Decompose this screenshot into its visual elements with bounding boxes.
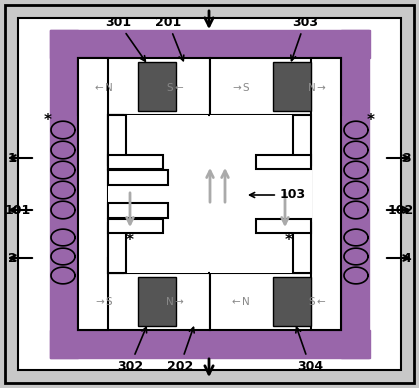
Bar	[50, 330, 370, 358]
Text: 101: 101	[5, 203, 31, 217]
Bar	[311, 58, 341, 330]
Text: S$\leftarrow$: S$\leftarrow$	[166, 81, 184, 93]
Text: $\rightarrow$S: $\rightarrow$S	[230, 81, 251, 93]
Text: N$\rightarrow$: N$\rightarrow$	[165, 295, 185, 307]
Bar	[108, 115, 208, 273]
Text: 301: 301	[105, 16, 145, 61]
Bar	[108, 170, 168, 185]
Bar	[293, 223, 311, 273]
Text: $\leftarrow$N: $\leftarrow$N	[92, 81, 114, 93]
Bar	[341, 30, 369, 358]
Bar	[273, 62, 311, 111]
Text: N$\rightarrow$: N$\rightarrow$	[307, 81, 327, 93]
Text: $\leftarrow$N: $\leftarrow$N	[229, 295, 251, 307]
Bar	[78, 58, 341, 330]
Text: 304: 304	[296, 327, 323, 372]
Bar	[50, 30, 78, 358]
Bar	[210, 115, 312, 273]
Text: 3: 3	[402, 151, 411, 165]
Bar	[210, 273, 341, 330]
Text: *: *	[126, 232, 134, 248]
Text: *: *	[285, 232, 293, 248]
Bar	[78, 58, 108, 330]
Text: *: *	[367, 113, 375, 128]
Bar	[108, 203, 168, 218]
Text: S$\leftarrow$: S$\leftarrow$	[308, 295, 326, 307]
Text: 2: 2	[8, 251, 17, 265]
Text: 302: 302	[117, 327, 147, 372]
Text: 1: 1	[8, 151, 17, 165]
Bar	[108, 115, 126, 165]
Bar	[78, 58, 210, 115]
Bar	[210, 58, 341, 115]
Text: 303: 303	[291, 16, 318, 61]
Bar	[138, 62, 176, 111]
Bar	[293, 115, 311, 165]
Bar	[256, 155, 311, 169]
Bar	[50, 30, 370, 58]
Text: $\rightarrow$S: $\rightarrow$S	[93, 295, 114, 307]
Text: 4: 4	[402, 251, 411, 265]
Text: 102: 102	[388, 203, 414, 217]
Text: *: *	[44, 113, 52, 128]
Bar	[108, 219, 163, 233]
Text: 103: 103	[250, 189, 306, 201]
Bar	[78, 273, 210, 330]
Bar	[273, 277, 311, 326]
Text: 201: 201	[155, 16, 184, 61]
Bar	[256, 219, 311, 233]
Bar	[108, 115, 123, 170]
Bar	[108, 155, 163, 169]
Bar	[108, 223, 126, 273]
Bar	[138, 277, 176, 326]
Text: 202: 202	[167, 327, 194, 372]
Bar	[108, 258, 123, 273]
